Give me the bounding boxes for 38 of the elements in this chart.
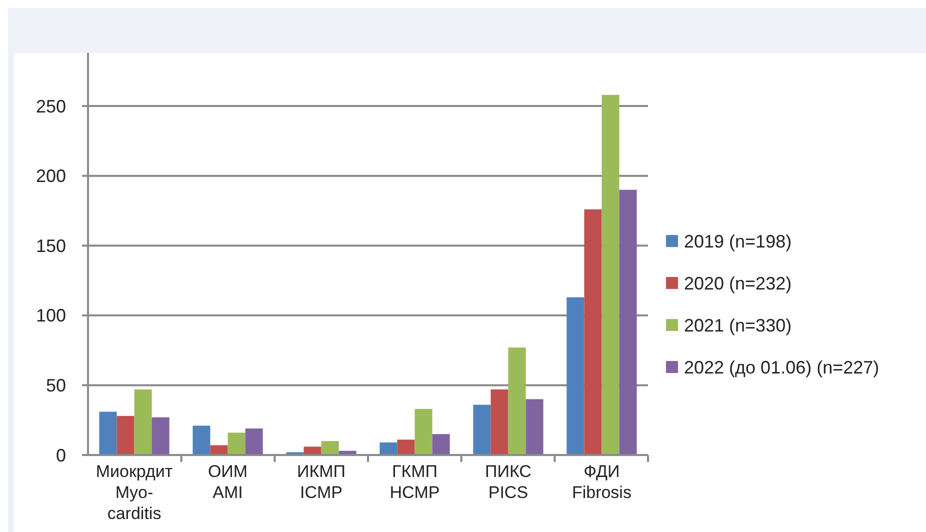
bar xyxy=(321,441,339,455)
bar xyxy=(490,389,508,455)
bar xyxy=(414,408,432,455)
bar xyxy=(508,348,526,455)
bar xyxy=(397,440,415,455)
y-tick-label: 150 xyxy=(36,236,66,256)
legend-label: 2019 (n=198) xyxy=(684,231,792,252)
legend-label: 2020 (n=232) xyxy=(684,273,792,294)
x-tick-label: ОИМ AMI xyxy=(208,462,248,502)
bar xyxy=(152,417,170,455)
bar xyxy=(584,209,602,455)
bar xyxy=(566,297,584,455)
x-tick-label: ПИКС PICS xyxy=(485,462,532,502)
y-tick-label: 50 xyxy=(46,376,66,396)
x-tick-label: ИКМП ICMP xyxy=(297,462,346,502)
bar xyxy=(134,389,152,455)
bar xyxy=(228,432,246,455)
y-tick-label: 0 xyxy=(56,445,66,466)
bar xyxy=(304,446,322,455)
y-tick-label: 200 xyxy=(36,166,66,186)
bar xyxy=(210,445,228,455)
bar xyxy=(473,404,491,455)
x-tick-label: ФДИ Fibrosis xyxy=(572,462,632,502)
bar xyxy=(432,434,450,455)
x-tick-label: ГКМП HCMP xyxy=(390,462,440,502)
y-tick-label: 250 xyxy=(36,96,66,116)
legend-label: 2022 (до 01.06) (n=227) xyxy=(684,357,880,378)
bar xyxy=(116,416,134,455)
bar xyxy=(245,428,263,455)
x-tick-label: Миокрдит Myo- carditis xyxy=(96,462,173,523)
bar xyxy=(619,190,637,455)
bar xyxy=(99,412,117,455)
bar xyxy=(526,399,544,455)
legend-label: 2021 (n=330) xyxy=(684,315,792,336)
bar xyxy=(192,426,210,455)
bar xyxy=(602,94,620,455)
bar xyxy=(380,442,398,455)
y-tick-label: 100 xyxy=(36,306,66,326)
